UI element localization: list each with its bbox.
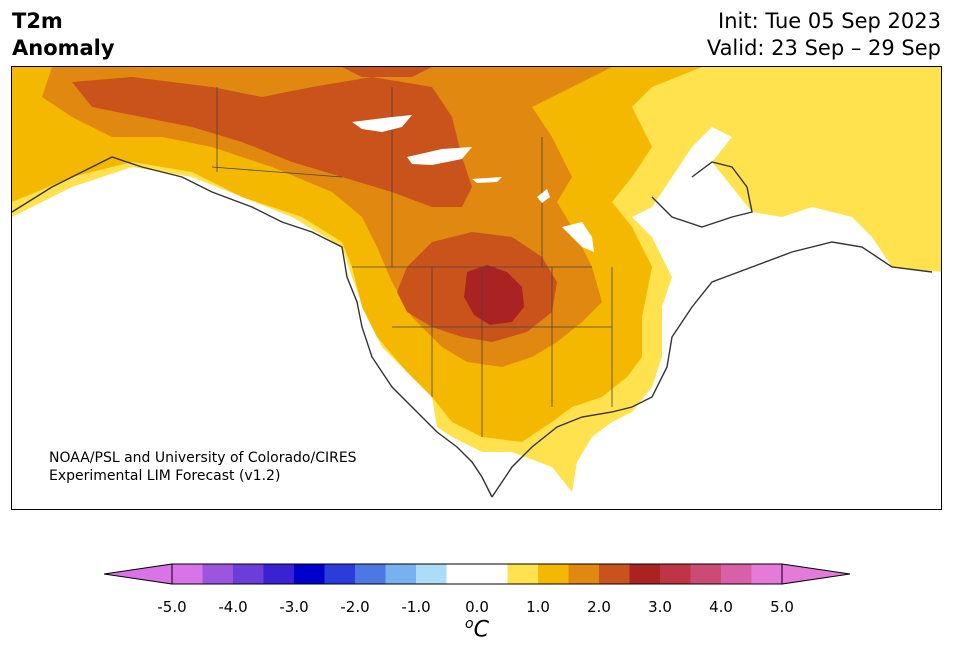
credit-text: NOAA/PSL and University of Colorado/CIRE… (49, 449, 357, 485)
lakes (352, 115, 594, 252)
colorbar-cell (263, 564, 294, 584)
colorbar-cell (629, 564, 660, 584)
colorbar-tick-label: -3.0 (279, 598, 309, 616)
colorbar-cell (599, 564, 630, 584)
colorbar-cell (324, 564, 355, 584)
credit-line-1: NOAA/PSL and University of Colorado/CIRE… (49, 450, 357, 466)
colorbar-cell (751, 564, 782, 584)
colorbar-cells (172, 564, 782, 584)
colorbar-tick-label: 1.0 (526, 598, 550, 616)
colorbar-extend-high (781, 563, 850, 585)
coastlines (12, 156, 933, 498)
colorbar-cell (294, 564, 325, 584)
colorbar-cell (202, 564, 233, 584)
colorbar-tick-label: -5.0 (157, 598, 187, 616)
colorbar-cell (172, 564, 203, 584)
colorbar-tick-label: -2.0 (340, 598, 370, 616)
credit-line-2: Experimental LIM Forecast (v1.2) (49, 468, 281, 484)
colorbar-cell (660, 564, 691, 584)
colorbar-cell (538, 564, 569, 584)
colorbar-tick-label: 5.0 (770, 598, 794, 616)
region-anomaly-2.5 (464, 265, 524, 325)
colorbar-tick-label: 4.0 (709, 598, 733, 616)
colorbar-cell (568, 564, 599, 584)
map-svg (12, 67, 941, 498)
title-variable: T2m (12, 9, 63, 33)
colorbar-tick-label: 0.0 (465, 598, 489, 616)
colorbar (104, 563, 850, 585)
colorbar-tick-label: -4.0 (218, 598, 248, 616)
colorbar-cell (385, 564, 416, 584)
unit-letter: C (473, 617, 489, 643)
colorbar-cell (507, 564, 538, 584)
colorbar-cell (416, 564, 447, 584)
colorbar-tick-label: 2.0 (587, 598, 611, 616)
map-title: T2m Anomaly (12, 8, 115, 62)
colorbar-frame (171, 563, 783, 585)
unit-degree: o (465, 616, 474, 632)
colorbar-extend-low (104, 563, 173, 585)
anomaly-map (11, 66, 942, 510)
valid-range: Valid: 23 Sep – 29 Sep (706, 36, 941, 60)
colorbar-cell (446, 564, 508, 584)
forecast-dates: Init: Tue 05 Sep 2023 Valid: 23 Sep – 29… (707, 8, 941, 62)
colorbar-cell (690, 564, 721, 584)
colorbar-cell (721, 564, 752, 584)
colorbar-unit: oC (465, 616, 489, 642)
init-date: Init: Tue 05 Sep 2023 (718, 9, 941, 33)
title-anomaly: Anomaly (12, 36, 115, 60)
colorbar-tick-label: 3.0 (648, 598, 672, 616)
region-anomaly-2.0 (72, 67, 557, 342)
colorbar-cell (233, 564, 264, 584)
colorbar-tick-label: -1.0 (401, 598, 431, 616)
colorbar-cell (355, 564, 386, 584)
